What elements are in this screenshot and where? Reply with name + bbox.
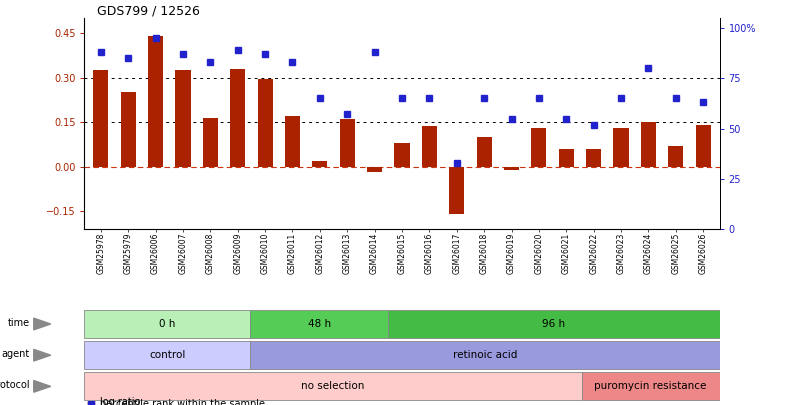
Bar [175, 70, 190, 166]
Bar [476, 137, 491, 166]
Bar [367, 166, 381, 173]
Text: puromycin resistance: puromycin resistance [593, 382, 706, 391]
Bar [613, 128, 628, 166]
Bar [388, 310, 719, 338]
Bar [230, 69, 245, 166]
Bar [148, 36, 163, 166]
Text: time: time [7, 318, 30, 328]
Text: retinoic acid: retinoic acid [452, 350, 516, 360]
Polygon shape [34, 318, 51, 330]
Text: control: control [149, 350, 185, 360]
Text: growth protocol: growth protocol [0, 380, 30, 390]
Text: 0 h: 0 h [159, 319, 175, 329]
Bar [581, 372, 719, 401]
Bar [257, 79, 272, 166]
Bar [284, 116, 300, 166]
Polygon shape [34, 350, 51, 361]
Bar [531, 128, 546, 166]
Text: GDS799 / 12526: GDS799 / 12526 [97, 4, 200, 17]
Text: no selection: no selection [301, 382, 365, 391]
Bar [84, 372, 581, 401]
Bar [503, 166, 519, 170]
Bar [340, 119, 354, 166]
Bar [250, 310, 388, 338]
Bar [558, 149, 573, 166]
Text: agent: agent [2, 349, 30, 359]
Bar [84, 310, 250, 338]
Text: percentile rank within the sample: percentile rank within the sample [100, 399, 265, 405]
Text: 48 h: 48 h [308, 319, 330, 329]
Bar [422, 126, 436, 166]
Bar [84, 341, 250, 369]
Bar [695, 125, 710, 166]
Bar [120, 92, 136, 166]
Bar [667, 146, 683, 166]
Text: log ratio: log ratio [100, 397, 141, 405]
Text: 96 h: 96 h [542, 319, 565, 329]
Bar [640, 122, 655, 166]
Bar [93, 70, 108, 166]
Bar [394, 143, 409, 166]
Bar [585, 149, 601, 166]
Bar [250, 341, 719, 369]
Bar [449, 166, 463, 214]
Bar [312, 161, 327, 166]
Polygon shape [34, 381, 51, 392]
Bar [202, 117, 218, 166]
